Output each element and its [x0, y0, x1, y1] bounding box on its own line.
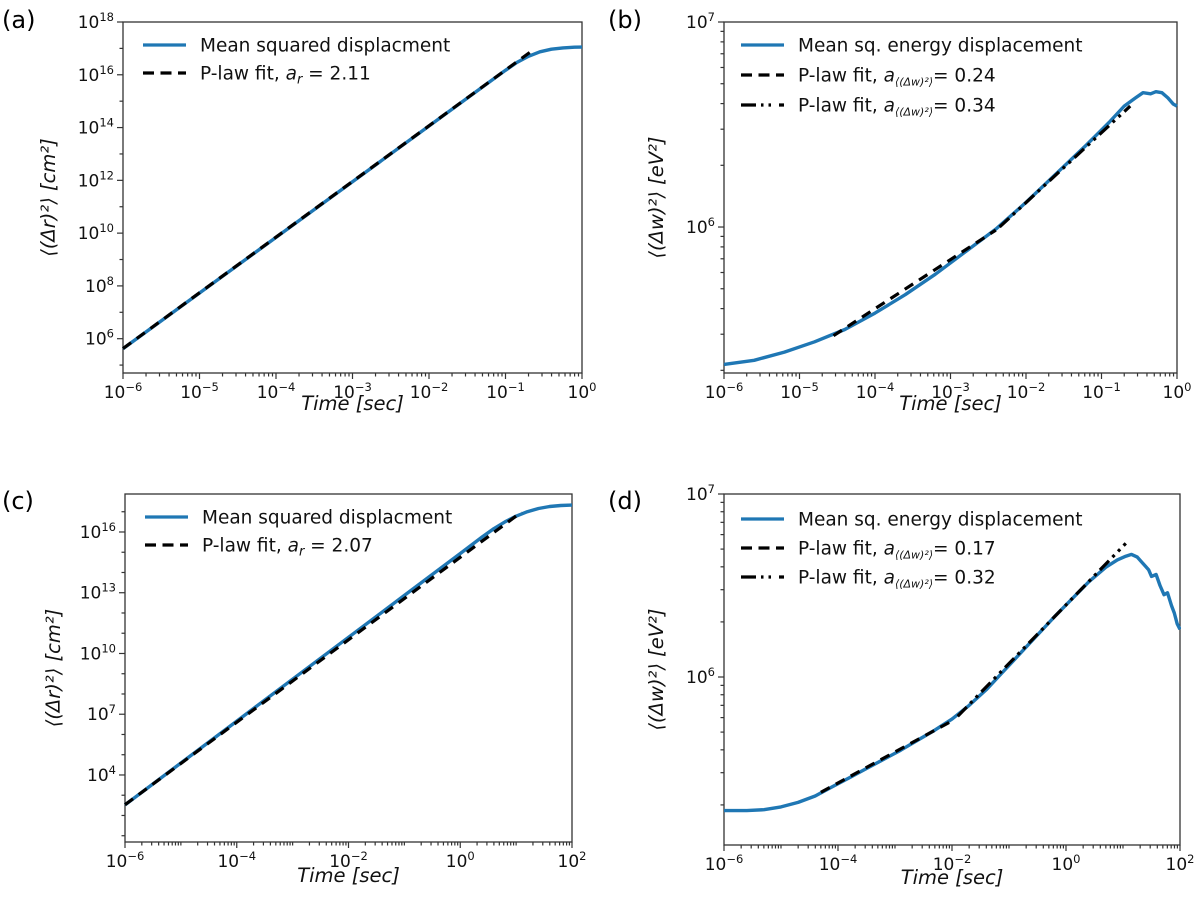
curves-a — [122, 45, 583, 351]
series-b-2 — [998, 104, 1132, 229]
x-tick-label: 10−2 — [329, 849, 368, 872]
x-tick-label: 10−3 — [931, 380, 970, 403]
legend-label: Mean sq. energy displacement — [798, 36, 1082, 57]
curves-c — [124, 503, 573, 807]
legend-label: P-law fit, ar = 2.07 — [202, 536, 373, 560]
y-axis-label-b: ⟨(Δw)²⟩ [eV²] — [645, 136, 668, 258]
y-axis-label-c: ⟨(Δr)²⟩ [cm²] — [42, 609, 65, 728]
x-axis-label-d: Time [sec] — [901, 866, 1004, 889]
x-tick-label: 10−6 — [104, 380, 143, 403]
x-tick-label: 10−5 — [780, 380, 819, 403]
panel-c: 10−6 10−4 10−2 100 102 104 107 1010 1013 1016 Time… — [42, 493, 587, 887]
series-b-1 — [832, 228, 997, 338]
x-tick-label: 100 — [446, 849, 475, 872]
y-tick-label: 1016 — [78, 63, 114, 86]
x-tick-label: 10−1 — [486, 380, 525, 403]
legend-label: P-law fit, a⟨(Δw)²⟩= 0.17 — [798, 539, 996, 562]
x-tick-label: 102 — [558, 849, 587, 872]
x-tick-label: 10−1 — [1082, 380, 1121, 403]
y-tick-label: 106 — [686, 215, 715, 238]
y-tick-label: 1014 — [78, 116, 114, 139]
panel-b: 10−6 10−5 10−4 10−3 10−2 10−1 100 106 107 Time [s… — [645, 10, 1191, 415]
curves-d — [724, 542, 1181, 813]
y-axis-label-d: ⟨(Δw)²⟩ [eV²] — [645, 608, 668, 730]
y-tick-label: 107 — [686, 10, 715, 33]
series-d-1 — [820, 719, 953, 794]
x-tick-label: 10−2 — [410, 380, 449, 403]
x-tick-label: 10−6 — [705, 852, 744, 875]
panel-a: 10−6 10−5 10−4 10−3 10−2 10−1 100 106 108 1010 101… — [37, 10, 596, 415]
x-axis-label-c: Time [sec] — [297, 864, 400, 887]
y-tick-label: 106 — [85, 327, 114, 350]
series-c-1 — [124, 510, 523, 806]
y-tick-label: 1018 — [78, 10, 114, 33]
legend-label: Mean squared displacment — [202, 508, 452, 529]
y-tick-label: 107 — [686, 482, 715, 505]
x-tick-label: 100 — [568, 380, 597, 403]
y-tick-label: 1012 — [78, 168, 114, 191]
y-tick-label: 107 — [87, 702, 116, 725]
series-b-0 — [723, 89, 1178, 367]
legend-label: P-law fit, a⟨(Δw)²⟩= 0.34 — [798, 96, 996, 119]
panel-a-letter: (a) — [2, 6, 36, 34]
y-tick-label: 1010 — [80, 641, 116, 664]
x-tick-label: 10−4 — [819, 852, 858, 875]
y-axis-label-a: ⟨(Δr)²⟩ [cm²] — [37, 138, 60, 257]
panel-d: 10−6 10−4 10−2 100 102 106 107 Time [sec] ⟨(Δw)²… — [645, 482, 1194, 889]
x-tick-label: 10−6 — [705, 380, 744, 403]
x-tick-label: 10−4 — [257, 380, 296, 403]
y-tick-label: 106 — [686, 665, 715, 688]
y-tick-label: 1013 — [80, 581, 116, 604]
x-axis-label-a: Time [sec] — [301, 392, 404, 415]
y-tick-label: 1016 — [80, 520, 116, 543]
x-tick-label: 102 — [1166, 852, 1195, 875]
legend-d: Mean sq. energy displacement P-law fit, a… — [741, 510, 1082, 591]
series-d-0 — [724, 552, 1181, 813]
y-tick-label: 1010 — [78, 221, 114, 244]
y-tick-label: 104 — [87, 763, 116, 786]
x-axis-label-b: Time [sec] — [899, 392, 1002, 415]
series-d-2 — [956, 542, 1127, 718]
y-tick-label: 108 — [85, 274, 114, 297]
legend-c: Mean squared displacment P-law fit, ar = … — [145, 508, 452, 560]
series-a-0 — [122, 45, 583, 351]
x-tick-label: 10−4 — [217, 849, 256, 872]
x-tick-label: 10−2 — [933, 852, 972, 875]
panel-c-letter: (c) — [2, 487, 34, 515]
x-tick-label: 10−3 — [333, 380, 372, 403]
legend-a: Mean squared displacment P-law fit, ar = … — [143, 36, 450, 88]
legend-label: P-law fit, a⟨(Δw)²⟩= 0.24 — [798, 66, 996, 89]
legend-label: Mean sq. energy displacement — [798, 510, 1082, 531]
legend-label: P-law fit, ar = 2.11 — [200, 64, 371, 88]
panel-d-letter: (d) — [608, 487, 642, 515]
x-tick-label: 10−2 — [1007, 380, 1046, 403]
x-tick-label: 10−5 — [180, 380, 219, 403]
panel-b-letter: (b) — [608, 6, 642, 34]
legend-label: P-law fit, a⟨(Δw)²⟩= 0.32 — [798, 568, 996, 591]
curves-b — [723, 89, 1178, 367]
x-tick-label: 100 — [1163, 380, 1192, 403]
legend-b: Mean sq. energy displacement P-law fit, a… — [741, 36, 1082, 119]
x-tick-label: 10−6 — [106, 849, 145, 872]
legend-label: Mean squared displacment — [200, 36, 450, 57]
x-tick-label: 100 — [1052, 852, 1081, 875]
x-tick-label: 10−4 — [856, 380, 895, 403]
